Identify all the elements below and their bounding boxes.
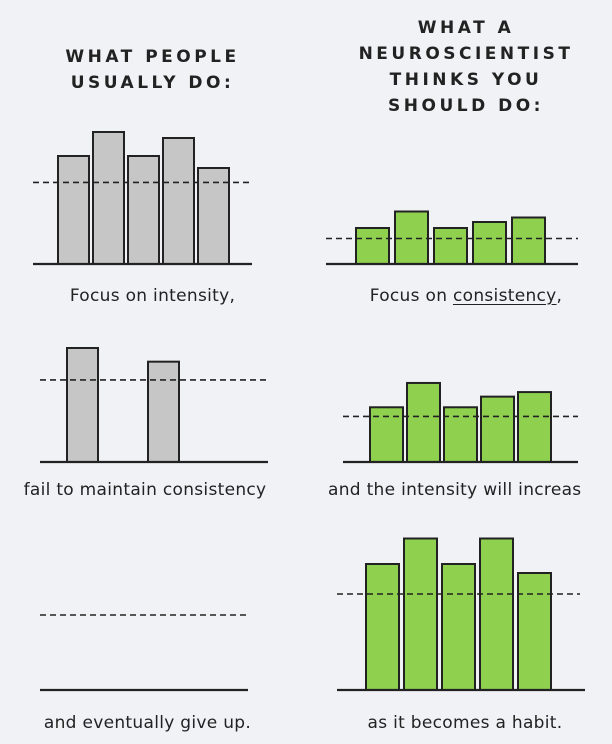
right-2-bar (443, 406, 478, 463)
right-3-bar (365, 563, 400, 691)
right-2-bar (480, 395, 515, 464)
right-3-bar (479, 537, 514, 691)
caption-focus-consistency: Focus on consistency, (320, 286, 612, 306)
caption-give-up: and eventually give up. (43, 713, 252, 733)
left-1-bar (57, 155, 90, 265)
right-2-bar (406, 381, 441, 463)
right-1-bar (472, 221, 507, 265)
left-1-bar (197, 167, 230, 265)
left-1-bar (127, 155, 160, 265)
right-1-bar (355, 227, 390, 265)
caption-becomes-habit: as it becomes a habit. (367, 713, 563, 733)
left-2-bar (66, 347, 99, 463)
caption-prefix: Focus on (369, 286, 453, 306)
right-3-bar (441, 563, 476, 691)
right-1-bar (511, 216, 546, 265)
underlined-word: consistency (452, 286, 557, 306)
right-1-bar (433, 227, 468, 265)
caption-intensity-increase: and the intensity will increas (328, 480, 582, 500)
caption-fail-consistency: fail to maintain consistency (23, 480, 267, 500)
left-2-bar (147, 360, 180, 463)
right-3-bar (403, 537, 438, 691)
left-1-bar (92, 131, 125, 265)
caption-focus-intensity: Focus on intensity, (69, 286, 236, 306)
left-column-heading: WHAT PEOPLE USUALLY DO: (65, 47, 240, 93)
caption-suffix: , (556, 286, 563, 306)
right-2-bar (517, 391, 552, 463)
right-3-bar (517, 572, 552, 691)
left-1-bar (162, 137, 195, 265)
right-2-bar (369, 406, 404, 463)
right-column-heading: WHAT A NEUROSCIENTIST THINKS YOU SHOULD … (358, 18, 574, 116)
